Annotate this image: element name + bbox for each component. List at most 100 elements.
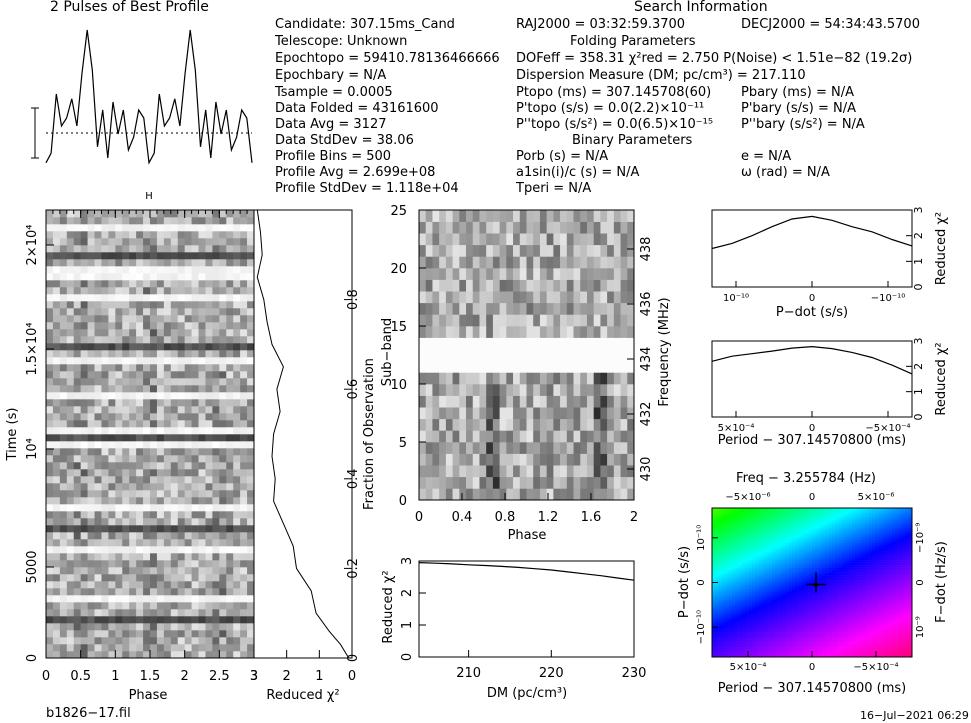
time-phase-cell bbox=[129, 595, 137, 603]
ppd-cell bbox=[805, 584, 809, 588]
time-phase-cell bbox=[87, 427, 95, 435]
ppd-cell bbox=[802, 512, 806, 516]
ppd-cell bbox=[882, 515, 886, 519]
subband-cell bbox=[566, 210, 574, 222]
time-phase-cell bbox=[46, 504, 54, 512]
time-phase-cell bbox=[247, 630, 255, 638]
time-phase-cell bbox=[233, 574, 241, 582]
ppd-cell bbox=[765, 545, 769, 549]
time-phase-cell bbox=[177, 511, 185, 519]
time-phase-cell bbox=[129, 238, 137, 246]
subband-cell bbox=[492, 407, 500, 420]
subband-cell bbox=[425, 302, 433, 315]
subband-cell bbox=[600, 256, 608, 269]
ppd-cell bbox=[892, 522, 896, 526]
ppd-cell bbox=[872, 557, 876, 561]
time-phase-cell bbox=[170, 231, 179, 239]
time-phase-cell bbox=[163, 364, 172, 372]
ppd-cell bbox=[872, 542, 876, 546]
subband-cell bbox=[466, 465, 474, 478]
ppd-cell bbox=[885, 537, 889, 541]
time-phase-cell bbox=[73, 385, 81, 393]
ppd-cell bbox=[762, 589, 766, 593]
subband-cell bbox=[492, 233, 500, 246]
ppd-cell bbox=[745, 560, 749, 563]
time-phase-cell bbox=[143, 511, 151, 519]
time-phase-cell bbox=[170, 406, 179, 414]
ppd-cell bbox=[765, 572, 769, 576]
ppd-cell bbox=[875, 515, 879, 519]
subband-cell bbox=[432, 360, 440, 373]
ppd-cell bbox=[802, 582, 806, 586]
ppd-cell bbox=[885, 565, 889, 568]
time-phase-cell bbox=[66, 273, 75, 281]
time-phase-cell bbox=[129, 406, 137, 414]
time-phase-cell bbox=[87, 448, 95, 456]
time-phase-cell bbox=[156, 560, 165, 568]
time-phase-cell bbox=[59, 329, 68, 337]
subband-cell bbox=[452, 465, 460, 478]
time-phase-cell bbox=[115, 651, 123, 659]
time-phase-cell bbox=[219, 518, 227, 526]
subband-cell bbox=[432, 465, 440, 478]
time-phase-cell bbox=[150, 651, 158, 659]
ppd-cell bbox=[838, 580, 843, 583]
ppd-cell bbox=[822, 530, 826, 534]
time-phase-cell bbox=[177, 483, 185, 491]
time-phase-cell bbox=[184, 644, 192, 652]
time-phase-cell bbox=[94, 266, 102, 274]
ppd-cell bbox=[815, 537, 819, 541]
ppd-cell bbox=[805, 562, 809, 566]
ppd-cell bbox=[868, 550, 873, 553]
subband-cell bbox=[513, 372, 521, 385]
ppd-cell bbox=[775, 575, 779, 578]
time-phase-cell bbox=[240, 644, 248, 652]
ppd-cell bbox=[902, 587, 906, 591]
time-phase-cell bbox=[163, 308, 172, 316]
subband-cell bbox=[519, 465, 527, 478]
subband-cell bbox=[607, 418, 615, 431]
ppd-cell bbox=[745, 584, 749, 588]
time-phase-cell bbox=[129, 231, 137, 239]
time-phase-cell bbox=[59, 546, 68, 554]
time-phase-cell bbox=[87, 252, 95, 260]
time-phase-cell bbox=[177, 448, 185, 456]
time-phase-cell bbox=[163, 434, 172, 442]
time-phase-cell bbox=[247, 448, 255, 456]
ppd-cell bbox=[875, 560, 879, 563]
time-phase-cell bbox=[143, 350, 151, 358]
time-phase-cell bbox=[170, 497, 179, 505]
time-phase-cell bbox=[219, 406, 227, 414]
ppd-cell bbox=[715, 567, 719, 571]
ppd-cell bbox=[728, 530, 733, 534]
ppd-cell bbox=[805, 575, 809, 578]
ppd-cell bbox=[782, 525, 786, 529]
time-phase-cell bbox=[101, 308, 109, 316]
subband-cell bbox=[620, 233, 628, 246]
ppd-cell bbox=[898, 567, 903, 571]
ppd-cell bbox=[725, 545, 729, 549]
time-phase-cell bbox=[87, 238, 95, 246]
time-phase-cell bbox=[177, 441, 185, 449]
time-phase-cell bbox=[212, 294, 220, 302]
time-phase-cell bbox=[226, 574, 234, 582]
time-phase-cell bbox=[80, 315, 88, 323]
subband-cell bbox=[459, 314, 467, 327]
subband-cell bbox=[419, 326, 427, 338]
period-xtick-label: 0 bbox=[809, 423, 815, 434]
subband-cell bbox=[486, 372, 494, 385]
ppd-cell bbox=[828, 512, 833, 516]
subband-cell bbox=[553, 326, 561, 338]
time-phase-cell bbox=[87, 259, 95, 267]
ppd-cell bbox=[855, 542, 859, 546]
time-phase-cell bbox=[170, 273, 179, 281]
ppd-cell bbox=[822, 557, 826, 561]
time-phase-cell bbox=[108, 518, 116, 526]
time-phase-cell bbox=[66, 539, 75, 547]
ppd-cell bbox=[745, 532, 749, 536]
ppd-cell bbox=[825, 582, 829, 586]
ppd-cell bbox=[732, 547, 736, 551]
time-phase-cell bbox=[240, 448, 248, 456]
ppd-cell bbox=[802, 577, 806, 581]
ppd-cell bbox=[712, 575, 716, 578]
